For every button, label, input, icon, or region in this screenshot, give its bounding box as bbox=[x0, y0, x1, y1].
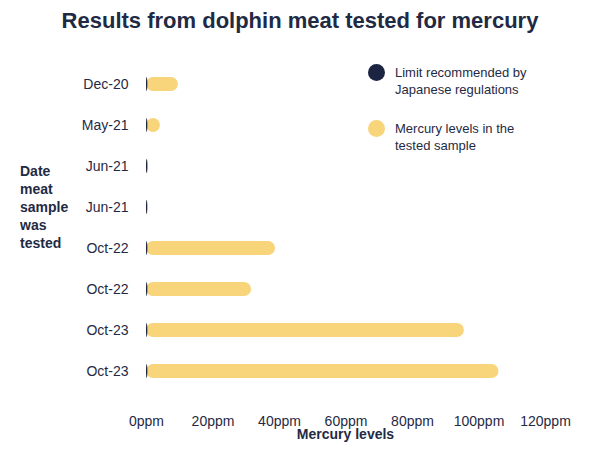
svg-text:Oct-23: Oct-23 bbox=[86, 363, 128, 379]
svg-text:May-21: May-21 bbox=[82, 117, 129, 133]
html-text:Mercury levels: Mercury levels bbox=[296, 426, 395, 442]
svg-text:Oct-22: Oct-22 bbox=[86, 240, 128, 256]
svg-text:80ppm: 80ppm bbox=[391, 413, 434, 429]
html-text:Mercury levels in the tested s: Mercury levels in the tested sample bbox=[395, 121, 515, 153]
svg-text:60ppm: 60ppm bbox=[324, 413, 368, 430]
svg-text:120ppm: 120ppm bbox=[520, 413, 571, 429]
svg-text:Dec-20: Dec-20 bbox=[83, 76, 128, 92]
svg-text:40ppm: 40ppm bbox=[258, 413, 301, 429]
svg-text:0ppm: 0ppm bbox=[129, 413, 164, 429]
html-text:Date meat sample was tested: Date meat sample was tested bbox=[20, 163, 69, 251]
svg-text:20ppm: 20ppm bbox=[192, 413, 235, 429]
svg-text:Oct-23: Oct-23 bbox=[86, 322, 128, 338]
svg-text:100ppm: 100ppm bbox=[454, 413, 505, 429]
svg-text:Oct-22: Oct-22 bbox=[86, 281, 128, 297]
svg-text:Jun-21: Jun-21 bbox=[86, 199, 129, 215]
html-text:Limit recommended by Japanese: Limit recommended by Japanese regulation… bbox=[395, 65, 527, 97]
svg-text:Jun-21: Jun-21 bbox=[86, 158, 129, 174]
html-text:Results from dolphin meat test: Results from dolphin meat tested for mer… bbox=[61, 8, 539, 33]
